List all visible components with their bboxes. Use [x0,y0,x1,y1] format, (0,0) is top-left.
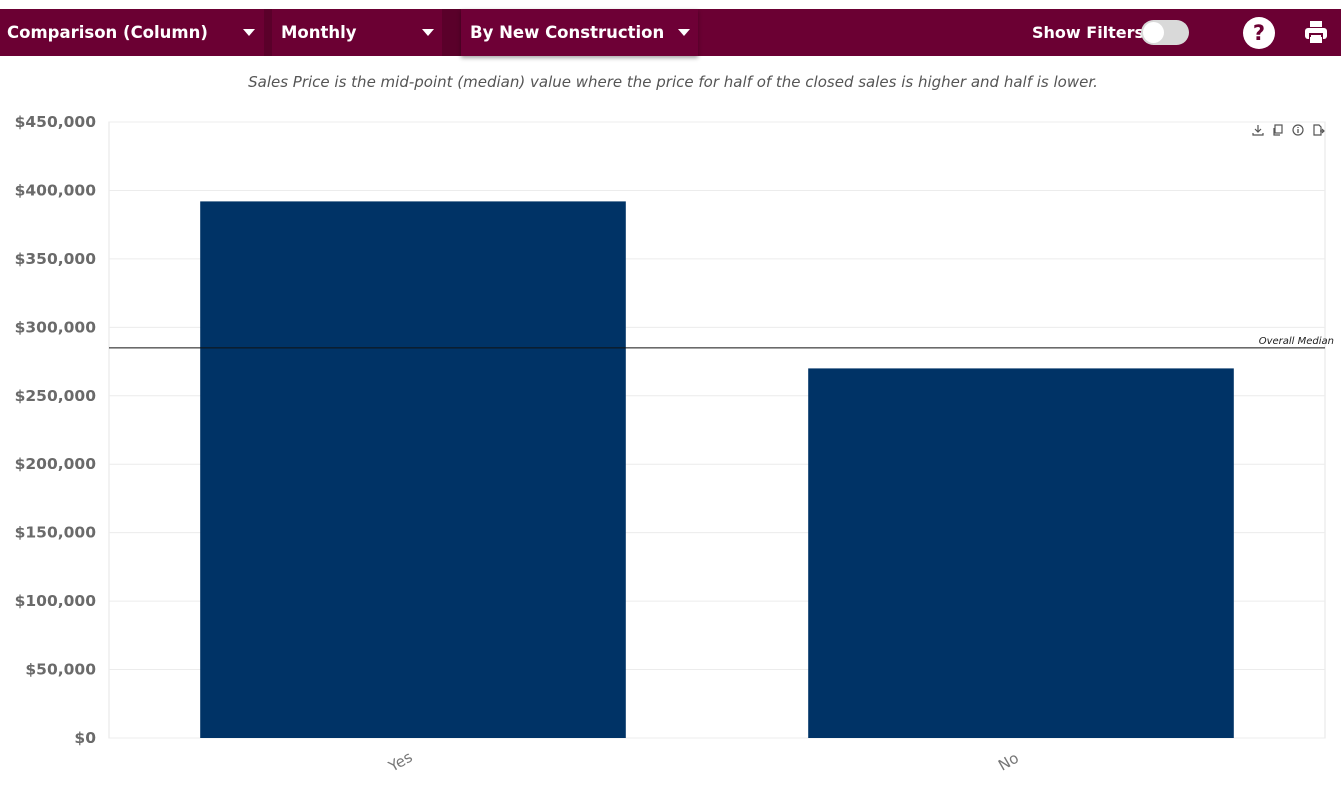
show-filters-label: Show Filters: [1032,23,1151,42]
bar [808,368,1234,738]
period-dropdown[interactable]: Monthly [272,9,442,56]
y-tick-label: $400,000 [15,181,97,199]
toolbar: Comparison (Column) Monthly By New Const… [0,9,1341,56]
group-by-dropdown[interactable]: By New Construction [461,9,698,56]
help-button[interactable]: ? [1243,17,1275,49]
y-tick-label: $300,000 [15,318,97,336]
y-tick-label: $150,000 [15,524,97,542]
y-tick-label: $100,000 [15,592,97,610]
copy-icon[interactable] [1271,123,1285,137]
y-tick-label: $0 [74,729,96,747]
info-icon[interactable] [1291,123,1305,137]
print-icon[interactable] [1303,19,1329,45]
y-tick-label: $200,000 [15,455,97,473]
chart-type-label: Comparison (Column) [7,23,208,42]
chevron-down-icon [422,29,434,36]
chart-type-dropdown[interactable]: Comparison (Column) [0,9,264,56]
dropdown-divider [442,9,461,56]
y-tick-label: $350,000 [15,250,97,268]
bar [200,201,626,738]
overall-median-label: Overall Median [1259,336,1334,347]
y-tick-label: $50,000 [25,661,96,679]
x-tick-label: No [995,749,1022,775]
chevron-down-icon [243,29,255,36]
export-icon[interactable] [1311,123,1325,137]
dropdown-divider [264,9,272,56]
chart-tools [1251,123,1325,137]
toggle-knob [1143,22,1164,43]
period-label: Monthly [281,23,357,42]
chevron-down-icon [678,29,690,36]
x-tick-label: Yes [385,748,416,776]
y-tick-label: $250,000 [15,387,97,405]
group-by-label: By New Construction [470,23,665,42]
chart-subtitle: Sales Price is the mid-point (median) va… [248,73,1098,91]
y-tick-label: $450,000 [15,113,97,131]
show-filters-toggle[interactable] [1141,20,1189,45]
download-icon[interactable] [1251,123,1265,137]
